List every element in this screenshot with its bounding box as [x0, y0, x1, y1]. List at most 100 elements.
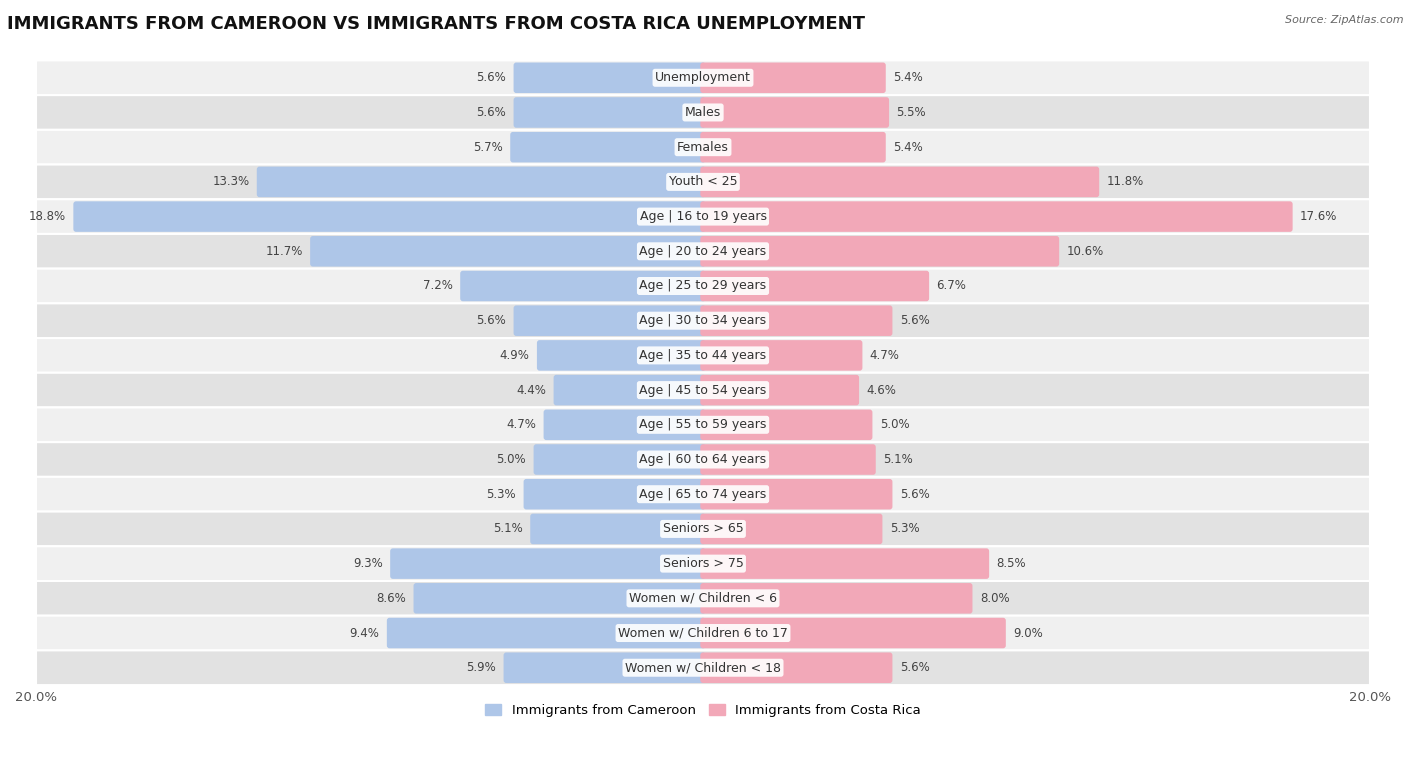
Text: Age | 16 to 19 years: Age | 16 to 19 years	[640, 210, 766, 223]
Text: 4.4%: 4.4%	[516, 384, 547, 397]
Text: 18.8%: 18.8%	[30, 210, 66, 223]
Legend: Immigrants from Cameroon, Immigrants from Costa Rica: Immigrants from Cameroon, Immigrants fro…	[479, 699, 927, 722]
Text: Age | 45 to 54 years: Age | 45 to 54 years	[640, 384, 766, 397]
Text: 5.6%: 5.6%	[477, 314, 506, 327]
FancyBboxPatch shape	[510, 132, 706, 163]
FancyBboxPatch shape	[37, 338, 1369, 372]
FancyBboxPatch shape	[700, 236, 1059, 266]
FancyBboxPatch shape	[700, 271, 929, 301]
FancyBboxPatch shape	[700, 618, 1005, 648]
Text: 17.6%: 17.6%	[1301, 210, 1337, 223]
Text: 5.4%: 5.4%	[893, 141, 922, 154]
Text: 5.1%: 5.1%	[494, 522, 523, 535]
FancyBboxPatch shape	[37, 304, 1369, 338]
Text: 4.9%: 4.9%	[499, 349, 530, 362]
Text: 8.0%: 8.0%	[980, 592, 1010, 605]
FancyBboxPatch shape	[257, 167, 706, 197]
FancyBboxPatch shape	[37, 512, 1369, 547]
Text: 9.4%: 9.4%	[350, 627, 380, 640]
FancyBboxPatch shape	[700, 583, 973, 614]
FancyBboxPatch shape	[523, 479, 706, 509]
Text: 5.6%: 5.6%	[900, 488, 929, 500]
FancyBboxPatch shape	[700, 514, 883, 544]
Text: 6.7%: 6.7%	[936, 279, 966, 292]
FancyBboxPatch shape	[700, 167, 1099, 197]
FancyBboxPatch shape	[37, 442, 1369, 477]
Text: 4.6%: 4.6%	[866, 384, 896, 397]
FancyBboxPatch shape	[530, 514, 706, 544]
Text: Youth < 25: Youth < 25	[669, 176, 737, 188]
Text: 5.5%: 5.5%	[897, 106, 927, 119]
FancyBboxPatch shape	[37, 234, 1369, 269]
FancyBboxPatch shape	[503, 653, 706, 683]
Text: 7.2%: 7.2%	[423, 279, 453, 292]
Text: Age | 20 to 24 years: Age | 20 to 24 years	[640, 245, 766, 258]
Text: 10.6%: 10.6%	[1067, 245, 1104, 258]
FancyBboxPatch shape	[534, 444, 706, 475]
FancyBboxPatch shape	[700, 375, 859, 406]
Text: Age | 25 to 29 years: Age | 25 to 29 years	[640, 279, 766, 292]
FancyBboxPatch shape	[387, 618, 706, 648]
Text: 5.3%: 5.3%	[890, 522, 920, 535]
FancyBboxPatch shape	[513, 305, 706, 336]
FancyBboxPatch shape	[537, 340, 706, 371]
FancyBboxPatch shape	[37, 407, 1369, 442]
Text: 13.3%: 13.3%	[212, 176, 249, 188]
Text: 8.5%: 8.5%	[997, 557, 1026, 570]
FancyBboxPatch shape	[37, 615, 1369, 650]
Text: 5.6%: 5.6%	[477, 71, 506, 84]
FancyBboxPatch shape	[700, 340, 862, 371]
FancyBboxPatch shape	[700, 410, 872, 440]
Text: 9.3%: 9.3%	[353, 557, 382, 570]
FancyBboxPatch shape	[37, 650, 1369, 685]
Text: 5.3%: 5.3%	[486, 488, 516, 500]
Text: 5.7%: 5.7%	[474, 141, 503, 154]
FancyBboxPatch shape	[73, 201, 706, 232]
Text: 8.6%: 8.6%	[377, 592, 406, 605]
FancyBboxPatch shape	[544, 410, 706, 440]
FancyBboxPatch shape	[700, 97, 889, 128]
FancyBboxPatch shape	[37, 130, 1369, 164]
FancyBboxPatch shape	[700, 444, 876, 475]
Text: Women w/ Children 6 to 17: Women w/ Children 6 to 17	[619, 627, 787, 640]
Text: Age | 55 to 59 years: Age | 55 to 59 years	[640, 419, 766, 431]
Text: IMMIGRANTS FROM CAMEROON VS IMMIGRANTS FROM COSTA RICA UNEMPLOYMENT: IMMIGRANTS FROM CAMEROON VS IMMIGRANTS F…	[7, 15, 865, 33]
Text: Unemployment: Unemployment	[655, 71, 751, 84]
Text: Age | 60 to 64 years: Age | 60 to 64 years	[640, 453, 766, 466]
Text: Women w/ Children < 6: Women w/ Children < 6	[628, 592, 778, 605]
Text: Seniors > 75: Seniors > 75	[662, 557, 744, 570]
Text: 11.7%: 11.7%	[266, 245, 302, 258]
Text: Age | 30 to 34 years: Age | 30 to 34 years	[640, 314, 766, 327]
FancyBboxPatch shape	[37, 547, 1369, 581]
FancyBboxPatch shape	[37, 95, 1369, 130]
FancyBboxPatch shape	[513, 63, 706, 93]
FancyBboxPatch shape	[37, 164, 1369, 199]
Text: Women w/ Children < 18: Women w/ Children < 18	[626, 661, 780, 674]
Text: Females: Females	[678, 141, 728, 154]
FancyBboxPatch shape	[513, 97, 706, 128]
Text: Seniors > 65: Seniors > 65	[662, 522, 744, 535]
Text: 5.6%: 5.6%	[900, 661, 929, 674]
Text: 5.1%: 5.1%	[883, 453, 912, 466]
Text: Source: ZipAtlas.com: Source: ZipAtlas.com	[1285, 15, 1403, 25]
FancyBboxPatch shape	[700, 132, 886, 163]
Text: Males: Males	[685, 106, 721, 119]
Text: 5.6%: 5.6%	[900, 314, 929, 327]
FancyBboxPatch shape	[37, 61, 1369, 95]
FancyBboxPatch shape	[37, 581, 1369, 615]
Text: 4.7%: 4.7%	[506, 419, 536, 431]
Text: 5.4%: 5.4%	[893, 71, 922, 84]
Text: 9.0%: 9.0%	[1014, 627, 1043, 640]
FancyBboxPatch shape	[37, 477, 1369, 512]
FancyBboxPatch shape	[413, 583, 706, 614]
FancyBboxPatch shape	[700, 63, 886, 93]
Text: 5.6%: 5.6%	[477, 106, 506, 119]
FancyBboxPatch shape	[391, 548, 706, 579]
FancyBboxPatch shape	[37, 269, 1369, 304]
FancyBboxPatch shape	[700, 653, 893, 683]
Text: 5.9%: 5.9%	[467, 661, 496, 674]
FancyBboxPatch shape	[700, 479, 893, 509]
Text: 5.0%: 5.0%	[880, 419, 910, 431]
Text: Age | 65 to 74 years: Age | 65 to 74 years	[640, 488, 766, 500]
FancyBboxPatch shape	[554, 375, 706, 406]
